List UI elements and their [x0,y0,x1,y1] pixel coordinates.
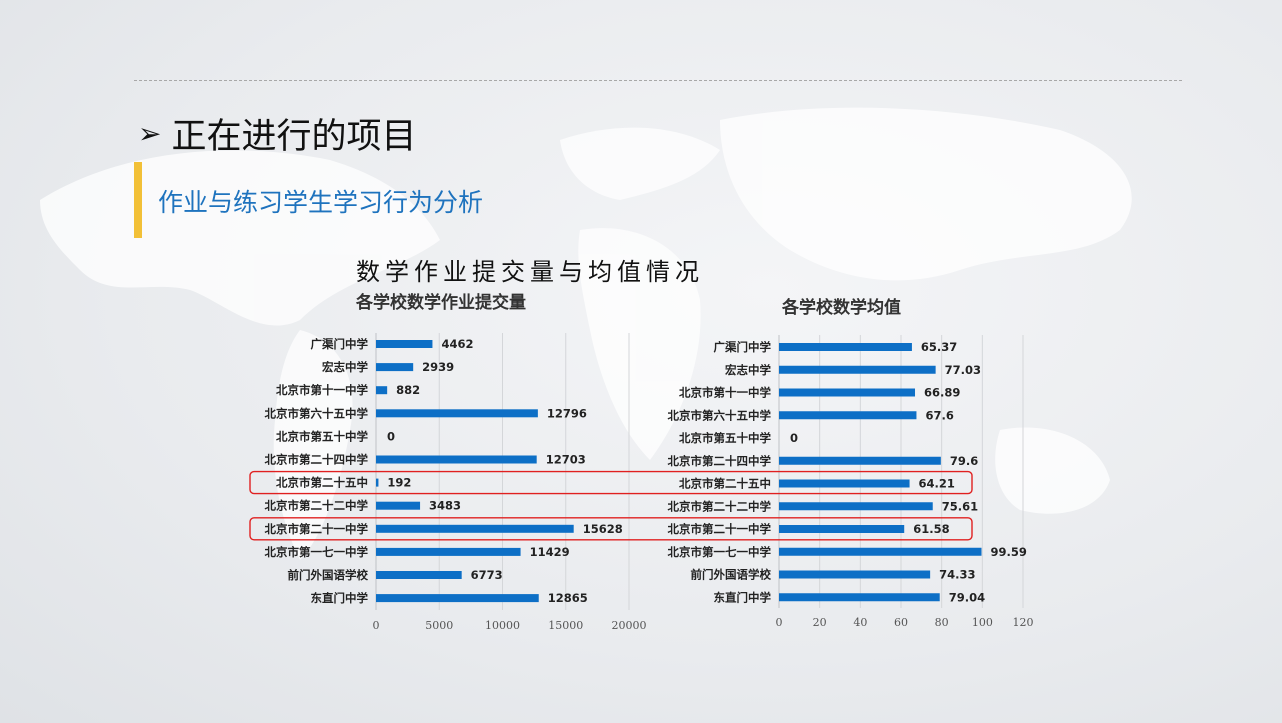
bar-0-3 [376,409,538,418]
category-label-0-10: 前门外国语学校 [288,568,369,582]
category-label-1-10: 前门外国语学校 [691,568,772,582]
bar-0-9 [376,547,521,556]
bar-1-0 [779,343,912,351]
section-subtitle: 作业与练习学生学习行为分析 [158,188,484,217]
value-label-0-7: 3483 [429,499,461,513]
arrow-bullet-icon: ➢ [138,117,162,150]
x-tick-label-0-3: 15000 [548,619,583,632]
value-label-1-9: 99.59 [990,545,1026,559]
category-label-1-9: 北京市第一七一中学 [668,545,772,559]
category-label-1-7: 北京市第二十二中学 [668,499,772,513]
chart-title-0: 各学校数学作业提交量 [355,292,526,313]
value-label-1-1: 77.03 [945,363,981,377]
value-label-0-1: 2939 [422,360,454,374]
bar-0-5 [376,455,537,464]
bar-0-7 [376,501,421,510]
x-tick-label-1-3: 60 [894,616,908,629]
x-tick-label-1-2: 40 [853,616,867,629]
bar-1-3 [779,411,917,420]
x-tick-label-1-4: 80 [935,616,949,629]
category-label-0-2: 北京市第十一中学 [276,383,368,397]
value-label-1-5: 79.6 [950,454,978,468]
chart-main-title: 数学作业提交量与均值情况 [356,258,704,286]
category-label-1-6: 北京市第二十五中 [679,477,771,491]
accent-bar [134,162,142,238]
bar-1-2 [779,388,916,397]
x-tick-label-0-4: 20000 [612,619,647,632]
x-tick-label-0-2: 10000 [485,619,520,632]
bar-0-10 [376,571,462,579]
category-label-1-4: 北京市第五十中学 [679,431,771,445]
bar-0-2 [376,386,388,395]
bar-1-10 [779,570,931,579]
value-label-0-0: 4462 [441,337,473,351]
x-tick-label-1-5: 100 [972,616,993,629]
value-label-1-7: 75.61 [942,499,978,513]
bar-0-8 [376,524,574,533]
value-label-0-9: 11429 [530,545,570,559]
category-label-0-6: 北京市第二十五中 [276,476,368,490]
value-label-0-10: 6773 [471,568,503,582]
bar-1-11 [779,593,940,602]
x-tick-label-1-1: 20 [813,616,827,629]
bar-1-6 [779,479,910,488]
category-label-1-11: 东直门中学 [714,590,772,604]
category-label-1-2: 北京市第十一中学 [679,386,771,400]
bar-0-11 [376,594,539,603]
category-label-0-8: 北京市第二十一中学 [265,522,369,536]
value-label-0-5: 12703 [546,453,586,467]
value-label-0-11: 12865 [548,591,588,605]
value-label-0-2: 882 [396,383,420,397]
value-label-1-3: 67.6 [925,408,953,422]
bar-1-9 [779,547,982,556]
bar-0-6 [376,478,379,487]
x-tick-label-0-1: 5000 [425,619,453,632]
value-label-1-8: 61.58 [913,522,949,536]
value-label-1-4: 0 [790,431,798,445]
category-label-0-5: 北京市第二十四中学 [265,453,369,467]
category-label-0-11: 东直门中学 [311,591,369,605]
bar-1-7 [779,502,933,511]
category-label-1-1: 宏志中学 [725,363,771,377]
chart-title-1: 各学校数学均值 [781,297,901,318]
category-label-1-0: 广渠门中学 [714,340,772,354]
value-label-1-2: 66.89 [924,386,960,400]
category-label-1-8: 北京市第二十一中学 [668,522,772,536]
bar-1-8 [779,525,905,533]
value-label-1-11: 79.04 [949,590,985,604]
bar-0-1 [376,363,414,372]
category-label-0-7: 北京市第二十二中学 [265,499,369,513]
x-tick-label-1-6: 120 [1013,616,1034,629]
bar-1-5 [779,456,941,465]
x-tick-label-0-0: 0 [373,619,380,632]
value-label-1-6: 64.21 [919,477,955,491]
category-label-0-3: 北京市第六十五中学 [265,406,369,420]
top-divider [134,80,1182,81]
value-label-1-0: 65.37 [921,340,957,354]
slide-title-text: 正在进行的项目 [171,117,417,157]
category-label-1-5: 北京市第二十四中学 [668,454,772,468]
value-label-0-4: 0 [387,429,395,443]
category-label-0-9: 北京市第一七一中学 [265,545,369,559]
category-label-1-3: 北京市第六十五中学 [668,408,772,422]
category-label-0-0: 广渠门中学 [311,337,369,351]
highlight-box-0 [249,470,973,495]
value-label-0-8: 15628 [583,522,623,536]
highlight-box-1 [249,517,973,541]
slide-title: ➢ 正在进行的项目 [138,108,416,159]
value-label-0-6: 192 [387,476,411,490]
value-label-0-3: 12796 [547,406,587,420]
category-label-0-4: 北京市第五十中学 [276,429,368,443]
bar-0-0 [376,340,433,348]
value-label-1-10: 74.33 [939,568,975,582]
bar-1-1 [779,365,936,374]
x-tick-label-1-0: 0 [776,616,783,629]
category-label-0-1: 宏志中学 [322,360,368,374]
